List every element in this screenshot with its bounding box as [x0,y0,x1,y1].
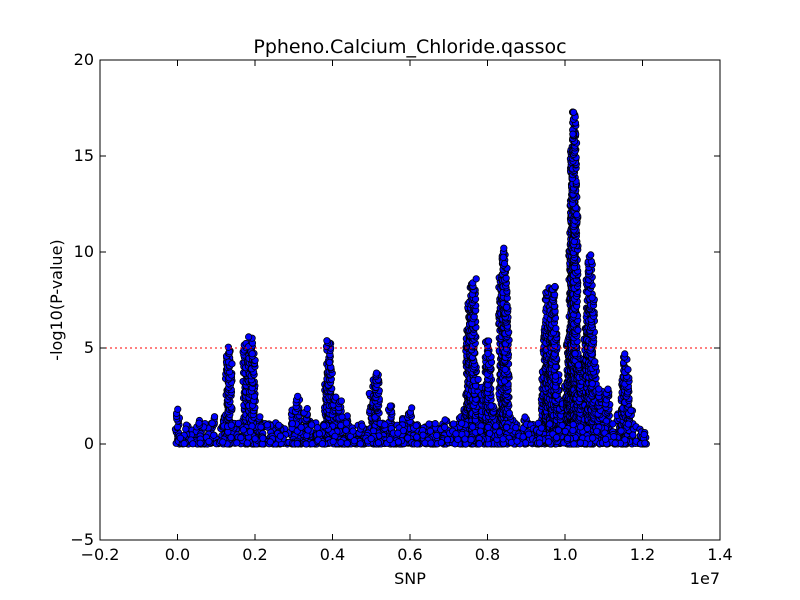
data-point [408,404,416,412]
data-point [323,337,331,345]
data-point [624,365,632,374]
data-point [500,260,509,268]
data-point [303,405,311,413]
data-point [573,211,581,219]
data-point [505,409,513,417]
data-point [332,393,340,401]
data-point [595,385,603,393]
data-point [224,343,232,351]
data-point [621,350,629,358]
data-point [174,405,182,413]
data-point [499,253,507,261]
data-point [574,326,582,334]
data-point [372,369,381,377]
data-point [552,324,560,333]
data-point [500,244,508,252]
data-point [501,365,509,374]
data-point [210,413,219,421]
data-point [472,275,480,283]
data-point [325,358,334,367]
data-point [521,413,529,421]
data-point [248,350,256,358]
data-point [551,282,559,291]
data-points [171,108,650,448]
data-point [484,349,492,358]
data-point [591,358,599,366]
data-point [337,397,345,405]
data-point [551,372,560,380]
data-point [604,385,612,393]
data-point [245,333,253,341]
data-point [228,360,236,368]
data-point [487,402,495,410]
data-point [294,392,302,400]
data-point [485,337,493,345]
data-point [627,406,635,414]
data-point [569,130,577,138]
data-point [588,294,596,302]
data-point [587,251,595,259]
data-point [256,413,264,421]
data-point [474,375,482,384]
data-point [386,402,394,410]
data-point [571,350,579,358]
data-point [574,361,583,369]
data-point [569,108,578,116]
data-point [441,416,449,424]
data-point [503,303,511,311]
